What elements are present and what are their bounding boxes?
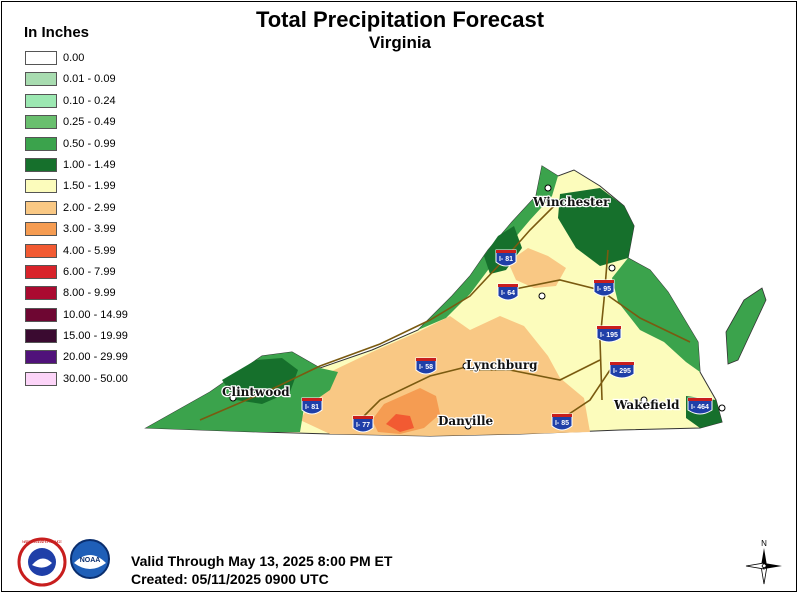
legend-swatch — [25, 243, 57, 258]
legend-swatch — [25, 115, 57, 130]
legend-label: 6.00 - 7.99 — [63, 265, 116, 278]
eastern-shore — [725, 287, 767, 365]
zone-western-ridge — [418, 166, 558, 330]
zone-4-6in — [386, 414, 414, 432]
svg-text:I- 464: I- 464 — [691, 404, 709, 411]
city-markers — [229, 184, 726, 430]
legend-label: 3.00 - 3.99 — [63, 223, 116, 236]
zone-northern-dark-green — [558, 188, 634, 266]
legend-swatch — [25, 371, 57, 386]
svg-text:I- 85: I- 85 — [555, 420, 569, 427]
legend-label: 1.00 - 1.49 — [63, 158, 116, 171]
north-arrow-icon: N — [745, 539, 782, 585]
i81-south-shield: I- 81 — [301, 397, 323, 415]
legend-swatch — [25, 157, 57, 172]
city-label-winchester: Winchester — [532, 195, 610, 209]
footer: Valid Through May 13, 2025 8:00 PM ET Cr… — [131, 552, 392, 588]
legend-swatch — [25, 51, 57, 65]
legend-label: 20.00 - 29.99 — [63, 351, 128, 364]
legend-label: 10.00 - 14.99 — [63, 308, 128, 321]
legend-swatch — [25, 179, 57, 194]
i58-shield: I- 58 — [415, 357, 437, 375]
legend-label: 1.50 - 1.99 — [63, 180, 116, 193]
i77-shield: I- 77 — [352, 415, 374, 433]
legend-swatch — [25, 222, 57, 237]
created-text: Created: 05/11/2025 0900 UTC — [131, 571, 329, 587]
nws-logo: NATIONAL WEATHER SERVICE — [17, 537, 67, 587]
legend-swatch — [25, 307, 57, 322]
legend-swatch — [25, 329, 57, 344]
legend-label: 0.50 - 0.99 — [63, 137, 116, 150]
legend-title: In Inches — [24, 24, 90, 41]
legend-label: 2.00 - 2.99 — [63, 201, 116, 214]
svg-text:I- 295: I- 295 — [613, 368, 631, 375]
city-label-danville: Danville — [438, 414, 494, 428]
zone-southwest-dark-green — [222, 358, 298, 404]
legend-label: 15.00 - 19.99 — [63, 330, 128, 343]
i195-shield: I- 195 — [596, 325, 622, 343]
city-label-wakefield: Wakefield — [613, 398, 680, 412]
map-title: Total Precipitation Forecast — [255, 7, 545, 32]
i464-shield: I- 464 — [687, 397, 713, 415]
city-label-clintwood: Clintwood — [222, 385, 290, 399]
svg-text:I- 81: I- 81 — [499, 256, 513, 263]
legend-swatch — [25, 350, 57, 365]
legend-label: 0.25 - 0.49 — [63, 116, 116, 129]
legend-swatch — [25, 93, 57, 108]
legend-label: 4.00 - 5.99 — [63, 244, 116, 257]
legend-label: 0.10 - 0.24 — [63, 94, 116, 107]
svg-text:I- 64: I- 64 — [501, 290, 515, 297]
legend-swatch — [25, 136, 57, 151]
i64-shield: I- 64 — [497, 283, 519, 301]
city-label-lynchburg: Lynchburg — [466, 358, 538, 372]
map-subtitle: Virginia — [368, 33, 432, 52]
svg-text:I- 195: I- 195 — [600, 332, 618, 339]
legend-label: 0.00 — [63, 52, 85, 64]
i295-shield: I- 295 — [609, 361, 635, 379]
zone-2-3in-north — [508, 248, 566, 288]
legend-swatch — [25, 286, 57, 301]
legend-label: 8.00 - 9.99 — [63, 287, 116, 300]
zone-eastern-green — [612, 258, 700, 372]
svg-text:N: N — [761, 539, 767, 548]
legend-swatch — [25, 264, 57, 279]
legend-swatch — [25, 200, 57, 215]
legend-swatch — [25, 72, 57, 87]
svg-text:NOAA: NOAA — [80, 557, 101, 564]
svg-text:I- 58: I- 58 — [419, 364, 433, 371]
zone-2-3in — [300, 316, 590, 436]
svg-text:I- 77: I- 77 — [356, 422, 370, 429]
legend-label: 0.01 - 0.09 — [63, 73, 116, 86]
i85-shield: I- 85 — [551, 413, 573, 431]
svg-text:I- 95: I- 95 — [597, 286, 611, 293]
svg-text:NATIONAL WEATHER SERVICE: NATIONAL WEATHER SERVICE — [22, 539, 62, 544]
i81-north-shield: I- 81 — [495, 249, 517, 267]
agency-logos: NATIONAL WEATHER SERVICE NOAA — [17, 537, 110, 587]
noaa-logo: NOAA — [70, 539, 110, 579]
legend-label: 30.00 - 50.00 — [63, 372, 128, 385]
svg-text:I- 81: I- 81 — [305, 404, 319, 411]
i95-shield: I- 95 — [593, 279, 615, 297]
valid-through-text: Valid Through May 13, 2025 8:00 PM ET — [131, 553, 393, 569]
